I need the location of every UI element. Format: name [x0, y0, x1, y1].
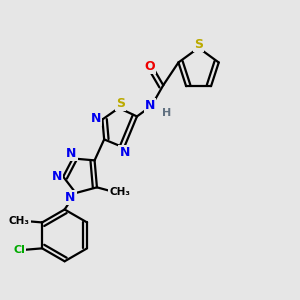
Text: S: S: [116, 97, 125, 110]
Text: O: O: [144, 60, 155, 73]
Text: N: N: [52, 170, 62, 183]
Text: S: S: [194, 38, 203, 51]
Text: CH₃: CH₃: [9, 216, 30, 226]
Text: Cl: Cl: [13, 245, 25, 255]
Text: N: N: [91, 112, 101, 125]
Text: H: H: [162, 108, 171, 118]
Text: N: N: [66, 147, 77, 160]
Text: N: N: [119, 146, 130, 159]
Text: CH₃: CH₃: [109, 187, 130, 197]
Text: N: N: [145, 99, 155, 112]
Text: N: N: [65, 190, 76, 204]
